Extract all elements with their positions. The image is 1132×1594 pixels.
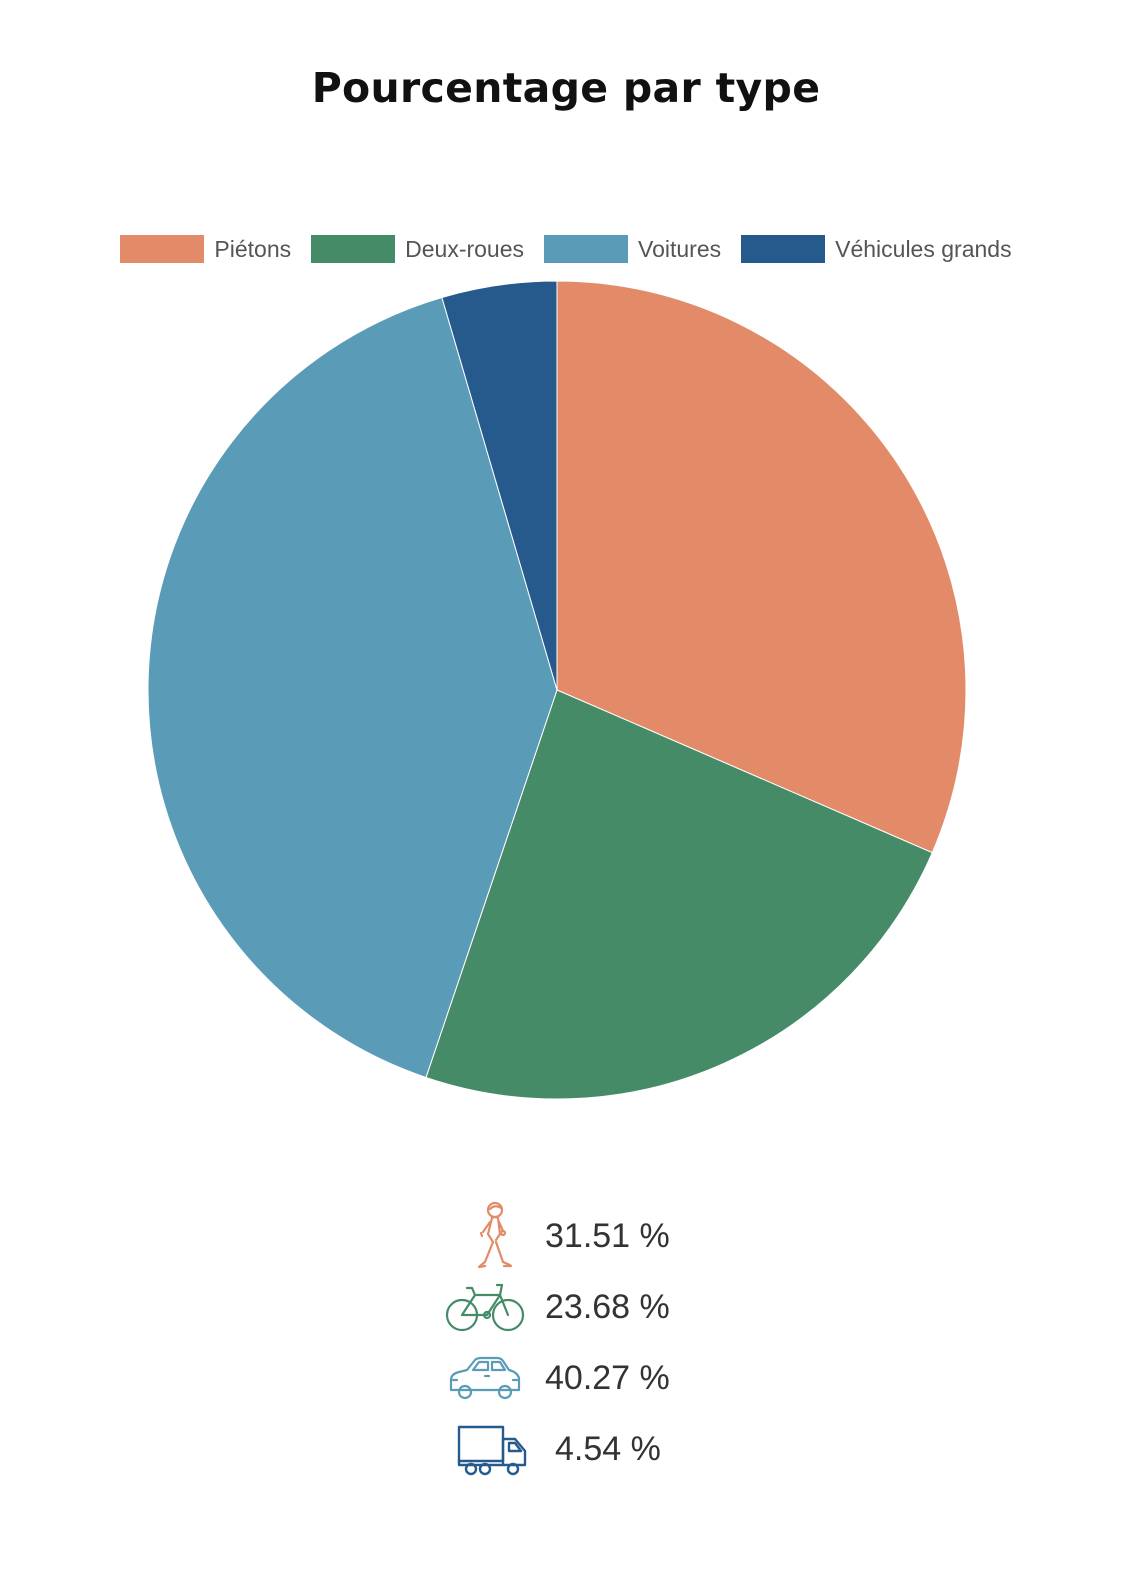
legend: Piétons Deux-roues Voitures Véhicules gr… <box>0 235 1132 263</box>
stat-value: 31.51 % <box>545 1217 670 1255</box>
legend-swatch <box>120 235 205 263</box>
legend-item-deux-roues[interactable]: Deux-roues <box>311 235 524 263</box>
chart-title: Pourcentage par type <box>311 64 821 112</box>
legend-label: Deux-roues <box>405 235 525 262</box>
pie-slice-vehicules-grands[interactable] <box>441 280 558 691</box>
legend-label: Véhicules grands <box>835 235 1012 262</box>
bicycle-icon <box>445 1271 525 1343</box>
stat-value: 4.54 % <box>555 1430 661 1468</box>
stat-row-pietons: 31.51 % <box>0 1200 1132 1272</box>
pie-slice-voitures[interactable] <box>147 296 558 1079</box>
legend-swatch <box>741 235 826 263</box>
legend-swatch <box>311 235 396 263</box>
pedestrian-icon <box>455 1200 535 1272</box>
legend-label: Voitures <box>638 235 722 262</box>
stat-value: 40.27 % <box>545 1359 670 1397</box>
stat-row-vehicules-grands: 4.54 % <box>0 1413 1132 1485</box>
legend-item-pietons[interactable]: Piétons <box>120 235 291 263</box>
pie-slice-deux-roues[interactable] <box>425 689 933 1100</box>
stat-value: 23.68 % <box>545 1288 670 1326</box>
legend-item-voitures[interactable]: Voitures <box>544 235 721 263</box>
legend-label: Piétons <box>214 235 292 262</box>
stat-row-voitures: 40.27 % <box>0 1342 1132 1414</box>
car-icon <box>445 1342 525 1414</box>
legend-swatch <box>544 235 629 263</box>
legend-item-vehicules-grands[interactable]: Véhicules grands <box>741 235 1012 263</box>
truck-icon <box>455 1413 535 1485</box>
stat-row-deux-roues: 23.68 % <box>0 1271 1132 1343</box>
pie-slice-pietons[interactable] <box>556 280 967 854</box>
